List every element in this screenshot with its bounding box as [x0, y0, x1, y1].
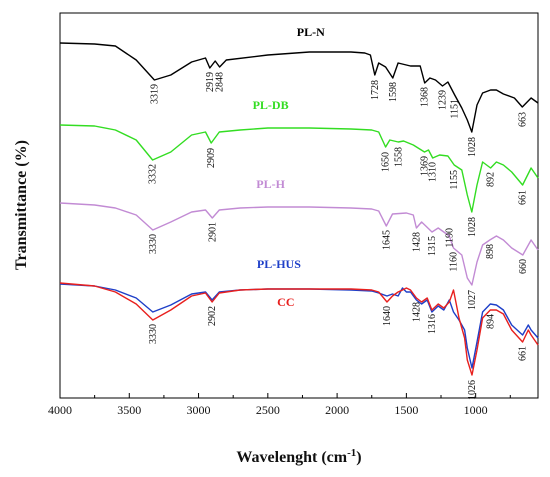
peak-label: 1558 [393, 147, 404, 167]
peak-label: 3330 [148, 324, 159, 344]
peak-label: 3330 [148, 234, 159, 254]
peak-label: 1598 [388, 82, 399, 102]
x-axis-ticks: 4000 3500 3000 2500 2000 1500 1000 [48, 393, 511, 417]
series-name-label: PL-N [297, 25, 325, 39]
peak-label: 1316 [427, 314, 438, 334]
peak-label: 1028 [467, 137, 478, 157]
peak-label: 1728 [370, 80, 381, 100]
peak-label: 1026 [467, 380, 478, 400]
peak-label: 898 [485, 244, 496, 259]
peak-label: 1028 [467, 217, 478, 237]
series-line-cc [59, 282, 539, 376]
y-axis-title: Transmittance (%) [13, 140, 30, 270]
peak-label: 1640 [382, 306, 393, 326]
series-line-pl-db [59, 124, 539, 213]
peak-label: 894 [485, 314, 496, 329]
peak-label: 1310 [428, 162, 439, 182]
x-tick-label: 3500 [117, 403, 141, 417]
x-tick-label: 4000 [48, 403, 72, 417]
x-tick-label: 2000 [325, 403, 349, 417]
series-line-pl-h [59, 202, 539, 286]
peak-label: 661 [518, 346, 529, 361]
peak-label: 2909 [206, 148, 217, 168]
x-tick-label: 3000 [187, 403, 211, 417]
peak-label: 3319 [149, 84, 160, 104]
peak-label: 1160 [448, 252, 459, 272]
peak-label: 1315 [427, 236, 438, 256]
x-tick-label: 1500 [394, 403, 418, 417]
peak-label: 661 [518, 190, 529, 205]
peak-label: 2919 [205, 72, 216, 92]
series-name-label: PL-HUS [257, 257, 301, 271]
peak-label: 1650 [381, 152, 392, 172]
peak-label: 1368 [420, 87, 431, 107]
plot-frame [59, 12, 539, 399]
peak-label: 1428 [411, 302, 422, 322]
peak-label: 1239 [438, 90, 449, 110]
series-name-label: PL-DB [253, 98, 289, 112]
peak-label: 1369 [420, 156, 431, 176]
x-axis-title: Wavelenght (cm-1) [236, 447, 361, 466]
peak-label: 892 [486, 172, 497, 187]
series-name-label: CC [277, 295, 294, 309]
peak-label: 663 [517, 112, 528, 127]
series-line-pl-n [59, 42, 539, 133]
peak-label: 1428 [411, 232, 422, 252]
x-tick-label: 1000 [464, 403, 488, 417]
series-labels: PL-N PL-DB PL-H PL-HUS CC [253, 25, 326, 309]
x-tick-label: 2500 [256, 403, 280, 417]
series-lines [59, 42, 539, 376]
peak-label: 1027 [467, 290, 478, 310]
peak-label: 2902 [207, 306, 218, 326]
peak-label: 1190 [444, 228, 455, 248]
series-name-label: PL-H [256, 177, 285, 191]
peak-label: 2848 [215, 72, 226, 92]
peak-label: 1645 [381, 230, 392, 250]
peak-label: 660 [518, 259, 529, 274]
peak-label: 3332 [148, 164, 159, 184]
peak-label: 2901 [207, 222, 218, 242]
peak-label: 1155 [449, 170, 460, 190]
peak-label: 1151 [450, 99, 461, 119]
